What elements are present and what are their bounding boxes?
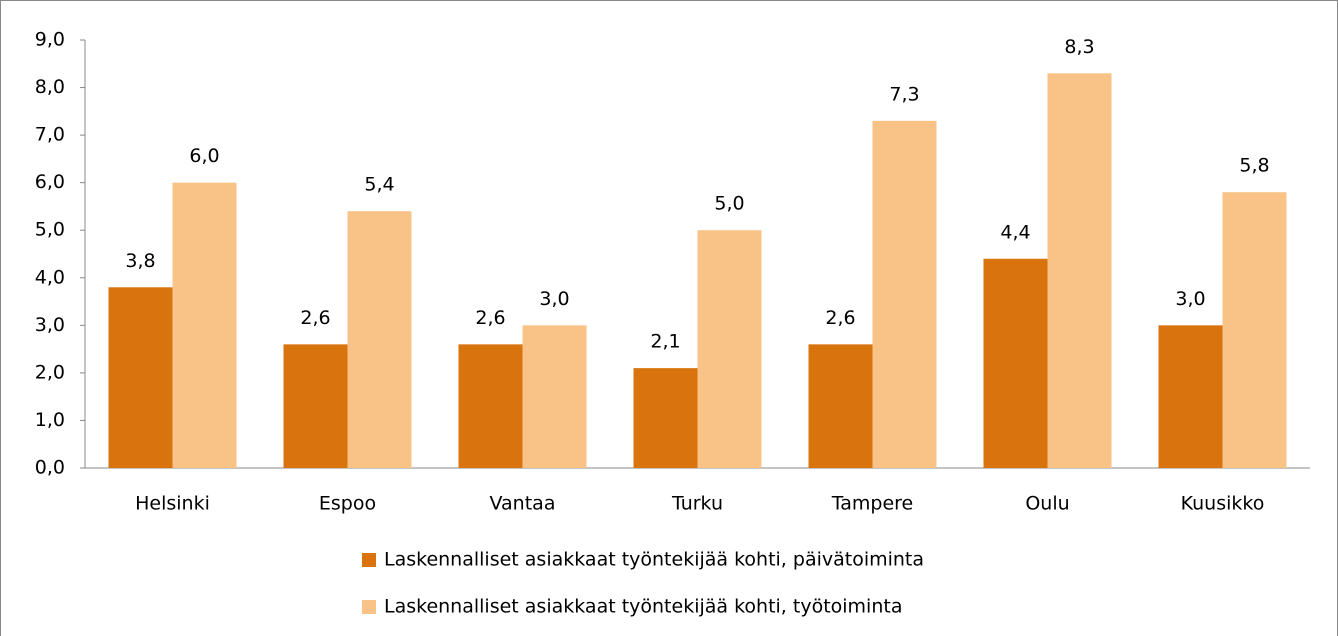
- y-tick-label: 5,0: [35, 219, 65, 241]
- bar: [108, 287, 173, 468]
- value-label: 2,6: [475, 307, 505, 329]
- y-tick-label: 3,0: [35, 314, 65, 336]
- legend-label: Laskennalliset asiakkaat työntekijää koh…: [384, 596, 902, 618]
- x-tick-label: Tampere: [831, 493, 913, 515]
- bar: [983, 258, 1048, 468]
- legend-swatch: [362, 553, 376, 567]
- value-label: 8,3: [1064, 36, 1094, 58]
- y-tick-label: 4,0: [35, 266, 65, 288]
- legend-swatch: [362, 600, 376, 614]
- x-tick-label: Turku: [671, 493, 723, 515]
- bar: [347, 211, 412, 468]
- y-tick-label: 0,0: [35, 457, 65, 479]
- value-label: 2,1: [650, 331, 680, 353]
- bar: [697, 230, 762, 468]
- value-label: 5,8: [1239, 155, 1269, 177]
- x-tick-label: Kuusikko: [1181, 493, 1265, 515]
- y-tick-label: 1,0: [35, 409, 65, 431]
- y-tick-label: 8,0: [35, 76, 65, 98]
- bar: [872, 120, 937, 468]
- value-label: 7,3: [889, 83, 919, 105]
- value-label: 4,4: [1000, 221, 1030, 243]
- value-label: 3,8: [125, 250, 155, 272]
- bar: [283, 344, 348, 468]
- x-tick-label: Helsinki: [135, 493, 210, 515]
- x-tick-label: Espoo: [319, 493, 376, 515]
- bar: [522, 325, 587, 468]
- value-label: 2,6: [825, 307, 855, 329]
- bar: [458, 344, 523, 468]
- legend-label: Laskennalliset asiakkaat työntekijää koh…: [384, 549, 924, 571]
- value-label: 3,0: [1175, 288, 1205, 310]
- x-tick-label: Oulu: [1025, 493, 1069, 515]
- value-label: 6,0: [189, 145, 219, 167]
- y-tick-label: 7,0: [35, 124, 65, 146]
- bar: [633, 368, 698, 468]
- bar: [172, 182, 237, 468]
- bar: [808, 344, 873, 468]
- value-label: 2,6: [300, 307, 330, 329]
- value-label: 5,4: [364, 174, 394, 196]
- bar: [1047, 73, 1112, 469]
- bar: [1158, 325, 1223, 468]
- value-label: 3,0: [539, 288, 569, 310]
- y-tick-label: 9,0: [35, 29, 65, 51]
- value-label: 5,0: [714, 193, 744, 215]
- y-tick-label: 6,0: [35, 171, 65, 193]
- x-tick-label: Vantaa: [490, 493, 556, 515]
- y-tick-label: 2,0: [35, 361, 65, 383]
- bar: [1222, 192, 1287, 468]
